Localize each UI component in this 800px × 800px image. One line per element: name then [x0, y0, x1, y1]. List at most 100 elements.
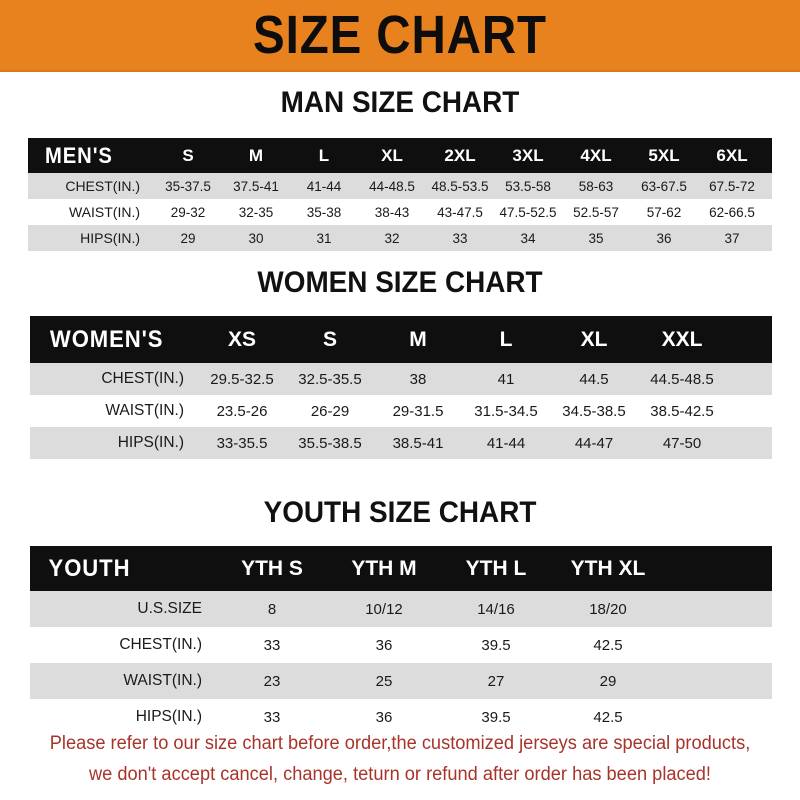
- youth-row-spacer: [664, 663, 772, 699]
- women-cell: 38: [409, 370, 427, 388]
- women-cell: 34.5-38.5: [562, 402, 626, 420]
- banner-title: SIZE CHART: [253, 5, 547, 65]
- men-column-header: S: [182, 145, 194, 165]
- men-row-spacer: [766, 225, 772, 251]
- men-column-header: 3XL: [512, 145, 544, 165]
- men-corner-label-text: MEN'S: [44, 142, 113, 168]
- youth-cell: 23: [263, 672, 281, 690]
- women-column-header: M: [409, 327, 427, 351]
- youth-row-label: CHEST(IN.): [119, 636, 202, 653]
- youth-row-label: HIPS(IN.): [135, 708, 202, 725]
- women-cell: 44.5: [579, 370, 609, 388]
- men-cell: 36: [656, 230, 672, 246]
- men-header-spacer: [766, 138, 772, 173]
- men-cell: 32-35: [238, 204, 274, 220]
- women-cell: 33-35.5: [216, 434, 268, 452]
- youth-column-header: YTH L: [465, 556, 527, 580]
- men-cell: 52.5-57: [573, 204, 619, 220]
- youth-cell: 36: [375, 636, 393, 654]
- youth-cell: 25: [375, 672, 393, 690]
- women-corner-label: WOMEN'S: [30, 316, 198, 363]
- table-row: HIPS(IN.) 33 36 39.5 42.5: [30, 699, 772, 735]
- women-cell: 44-47: [574, 434, 614, 452]
- women-cell: 35.5-38.5: [298, 434, 362, 452]
- men-column-header: 4XL: [580, 145, 612, 165]
- men-cell: 62-66.5: [709, 204, 755, 220]
- youth-cell: 27: [487, 672, 505, 690]
- men-cell: 34: [520, 230, 536, 246]
- women-row-label: HIPS(IN.): [117, 434, 184, 451]
- order-policy-note: Please refer to our size chart before or…: [16, 728, 784, 790]
- table-row: U.S.SIZE 8 10/12 14/16 18/20: [30, 591, 772, 627]
- men-cell: 35-38: [306, 204, 342, 220]
- youth-cell: 18/20: [589, 600, 627, 618]
- men-size-table: MEN'S S M L XL 2XL 3XL 4XL 5XL 6XL CHEST(IN.) 35-37…: [28, 138, 772, 251]
- women-column-header: L: [499, 327, 513, 351]
- youth-column-header: YTH M: [351, 556, 417, 580]
- women-section-title: WOMEN SIZE CHART: [257, 266, 543, 299]
- men-cell: 63-67.5: [641, 178, 687, 194]
- youth-cell: 14/16: [477, 600, 515, 618]
- women-cell: 38.5-42.5: [650, 402, 714, 420]
- youth-cell: 33: [263, 636, 281, 654]
- youth-corner-label-text: YOUTH: [48, 554, 131, 582]
- youth-size-table: YOUTH YTH S YTH M YTH L YTH XL U.S.SIZE 8 10/12…: [30, 546, 772, 735]
- men-column-header: 2XL: [444, 145, 476, 165]
- men-row-spacer: [766, 173, 772, 199]
- men-section-title: MAN SIZE CHART: [280, 86, 520, 119]
- men-column-header: 5XL: [648, 145, 680, 165]
- youth-row-spacer: [664, 627, 772, 663]
- youth-cell: 39.5: [481, 708, 511, 726]
- women-row-spacer: [726, 363, 772, 395]
- table-row: WAIST(IN.) 23 25 27 29: [30, 663, 772, 699]
- women-cell: 31.5-34.5: [474, 402, 538, 420]
- men-cell: 30: [248, 230, 264, 246]
- men-column-header: XL: [381, 145, 403, 165]
- men-row-label: WAIST(IN.): [68, 204, 140, 220]
- youth-cell: 10/12: [365, 600, 403, 618]
- men-cell: 57-62: [646, 204, 682, 220]
- order-policy-line-2: we don't accept cancel, change, teturn o…: [88, 764, 712, 785]
- women-cell: 29-31.5: [392, 402, 444, 420]
- women-cell: 47-50: [662, 434, 702, 452]
- men-cell: 67.5-72: [709, 178, 755, 194]
- men-cell: 48.5-53.5: [431, 178, 489, 194]
- youth-header-row: YOUTH YTH S YTH M YTH L YTH XL: [30, 546, 772, 591]
- men-row-spacer: [766, 199, 772, 225]
- youth-row-label: U.S.SIZE: [137, 600, 202, 617]
- women-cell: 32.5-35.5: [298, 370, 362, 388]
- youth-column-header: YTH S: [241, 556, 303, 580]
- table-row: CHEST(IN.) 35-37.5 37.5-41 41-44 44-48.5 48.5…: [28, 173, 772, 199]
- men-column-header: M: [248, 145, 264, 165]
- table-row: WAIST(IN.) 23.5-26 26-29 29-31.5 31.5-34.5 34…: [30, 395, 772, 427]
- men-cell: 31: [316, 230, 332, 246]
- men-row-label: CHEST(IN.): [65, 178, 140, 194]
- men-corner-label: MEN'S: [28, 138, 154, 173]
- women-header-spacer: [726, 316, 772, 363]
- men-cell: 35-37.5: [165, 178, 211, 194]
- women-cell: 44.5-48.5: [650, 370, 714, 388]
- women-column-header: XS: [227, 327, 256, 351]
- youth-row-spacer: [664, 591, 772, 627]
- men-cell: 33: [452, 230, 468, 246]
- women-cell: 23.5-26: [216, 402, 268, 420]
- men-cell: 29-32: [170, 204, 206, 220]
- youth-cell: 42.5: [593, 636, 623, 654]
- women-row-label: WAIST(IN.): [105, 402, 184, 419]
- youth-table: YOUTH YTH S YTH M YTH L YTH XL U.S.SIZE 8 10/12…: [30, 546, 772, 735]
- women-column-header: XXL: [661, 327, 703, 351]
- order-policy-line-1: Please refer to our size chart before or…: [49, 733, 751, 754]
- women-column-header: S: [322, 327, 337, 351]
- men-row-label: HIPS(IN.): [80, 230, 140, 246]
- youth-header-spacer: [664, 546, 772, 591]
- women-header-row: WOMEN'S XS S M L XL XXL: [30, 316, 772, 363]
- women-corner-label-text: WOMEN'S: [49, 325, 164, 353]
- men-cell: 44-48.5: [369, 178, 415, 194]
- youth-row-label: WAIST(IN.): [123, 672, 202, 689]
- women-table: WOMEN'S XS S M L XL XXL CHEST(IN.) 29.5-32.5 32.5…: [30, 316, 772, 459]
- men-cell: 47.5-52.5: [499, 204, 557, 220]
- men-cell: 37: [724, 230, 740, 246]
- women-cell: 29.5-32.5: [210, 370, 274, 388]
- table-row: HIPS(IN.) 33-35.5 35.5-38.5 38.5-41 41-44 44-…: [30, 427, 772, 459]
